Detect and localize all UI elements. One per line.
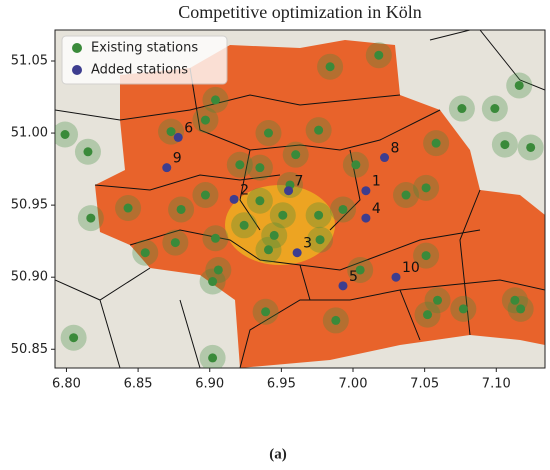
x-tick-label: 6.90 — [195, 377, 224, 392]
existing-station — [210, 233, 220, 243]
plot-frame — [54, 29, 546, 369]
existing-station — [433, 295, 443, 305]
existing-station — [314, 125, 324, 135]
existing-station — [457, 104, 467, 114]
existing-station — [255, 163, 265, 173]
chart-title: Competitive optimization in Köln — [178, 2, 421, 22]
existing-station — [338, 204, 348, 214]
existing-station — [255, 196, 265, 206]
station-number: 4 — [372, 201, 381, 217]
existing-station — [315, 235, 325, 245]
existing-station — [176, 204, 186, 214]
caption: (a) — [269, 446, 287, 462]
station-number: 9 — [173, 151, 182, 167]
added-station — [380, 153, 390, 163]
existing-station — [423, 310, 433, 320]
existing-station — [269, 230, 279, 240]
added-station — [361, 186, 371, 196]
added-station — [292, 248, 302, 258]
existing-station — [208, 277, 218, 287]
existing-station — [401, 190, 411, 200]
legend-marker — [72, 65, 82, 75]
existing-station — [314, 210, 324, 220]
existing-station — [458, 304, 468, 314]
station-number: 8 — [391, 141, 400, 157]
existing-station — [263, 128, 273, 138]
added-station — [229, 194, 239, 204]
x-tick-label: 6.85 — [124, 377, 153, 392]
existing-station — [170, 238, 180, 248]
points: 1 2 3 4 5 6 7 8 9 10 — [55, 42, 544, 368]
existing-station — [431, 138, 441, 148]
existing-station — [60, 129, 70, 139]
added-station — [162, 163, 172, 173]
added-station — [338, 281, 348, 291]
existing-station — [261, 307, 271, 317]
existing-station — [210, 95, 220, 105]
existing-station — [86, 213, 96, 223]
legend-marker — [72, 43, 82, 53]
station-number: 7 — [295, 174, 304, 190]
added-station — [391, 272, 401, 282]
station-number: 10 — [402, 260, 420, 276]
y-tick-label: 50.90 — [11, 270, 48, 285]
existing-station — [500, 140, 510, 150]
existing-station — [421, 251, 431, 261]
added-station — [361, 213, 371, 223]
legend-box — [61, 35, 228, 85]
existing-station — [510, 295, 520, 305]
existing-station — [421, 183, 431, 193]
existing-station — [291, 150, 301, 160]
existing-station — [83, 147, 93, 157]
legend: Existing stations Added stations — [61, 35, 228, 85]
added-station — [284, 186, 294, 196]
x-tick-label: 7.05 — [410, 377, 439, 392]
station-number: 5 — [349, 269, 358, 285]
existing-station — [490, 104, 500, 114]
added-station — [173, 132, 183, 142]
existing-station — [69, 333, 79, 343]
y-tick-label: 50.95 — [11, 198, 48, 213]
legend-label: Existing stations — [91, 41, 198, 56]
existing-station — [516, 304, 526, 314]
x-tick-label: 7.10 — [482, 377, 511, 392]
station-number: 2 — [240, 182, 249, 198]
existing-station — [351, 160, 361, 170]
x-tick-label: 6.95 — [267, 377, 296, 392]
legend-label: Added stations — [91, 63, 188, 78]
existing-station — [526, 142, 536, 152]
x-tick-label: 7.00 — [339, 377, 368, 392]
station-number: 6 — [184, 120, 193, 136]
y-tick-label: 51.05 — [11, 53, 48, 68]
x-tick-label: 6.80 — [52, 377, 81, 392]
existing-station — [213, 265, 223, 275]
existing-station — [514, 80, 524, 90]
existing-station — [278, 210, 288, 220]
existing-station — [235, 160, 245, 170]
existing-station — [123, 203, 133, 213]
voronoi-lines — [55, 30, 545, 368]
existing-station — [263, 245, 273, 255]
existing-station — [208, 353, 218, 363]
existing-station — [331, 315, 341, 325]
existing-station — [166, 127, 176, 137]
existing-station — [374, 50, 384, 60]
existing-station — [140, 248, 150, 258]
y-tick-label: 50.85 — [11, 342, 48, 357]
existing-station — [200, 115, 210, 125]
y-tick-label: 51.00 — [11, 126, 48, 141]
existing-station — [239, 220, 249, 230]
existing-station — [325, 62, 335, 72]
existing-station — [355, 265, 365, 275]
existing-station — [200, 190, 210, 200]
station-number: 1 — [372, 174, 381, 190]
station-number: 3 — [303, 236, 312, 252]
density-hotspot — [225, 185, 335, 265]
